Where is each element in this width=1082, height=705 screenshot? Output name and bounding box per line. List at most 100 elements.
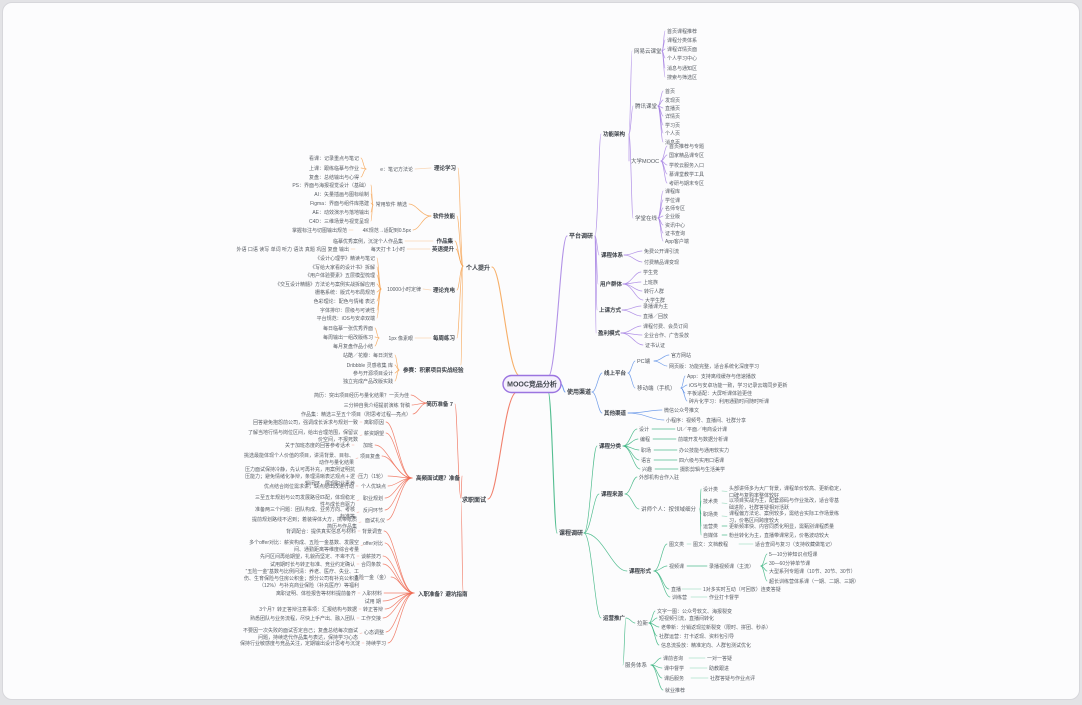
mindmap-node[interactable]: 谈薪技巧 <box>361 553 381 560</box>
mindmap-node[interactable]: 个人学习中心 <box>667 55 697 62</box>
mindmap-node[interactable]: 学习页 <box>665 122 680 129</box>
mindmap-node[interactable]: 《交互设计精髓》方法论与案例实战拆解应用 <box>275 281 375 288</box>
mindmap-node[interactable]: 课程偏方法论、案例较多，需结合实际工作场景练习，价格区间跨度较大 <box>729 510 839 524</box>
mindmap-node[interactable]: 学位课 <box>665 197 680 204</box>
mindmap-node[interactable]: 理论学习 <box>434 164 456 172</box>
mindmap-node[interactable]: 每月复盘作品小结 <box>333 343 373 350</box>
mindmap-node[interactable]: 职场 <box>641 447 651 454</box>
mindmap-node[interactable]: 国家精品课专区 <box>669 152 704 159</box>
mindmap-node[interactable]: 训练营 <box>672 594 687 601</box>
mindmap-node[interactable]: “五险一金”基数与比例问清：养老、医疗、失业、工伤、生育保险与住房公积金；部分公… <box>244 568 359 589</box>
mindmap-node[interactable]: 入职准备？避坑指南 <box>417 590 468 598</box>
mindmap-node[interactable]: 信息流投放：精准定向、人群包测试优化 <box>661 642 751 649</box>
mindmap-node[interactable]: 3个月？转正答辩注意事项：汇报结构与数据 <box>259 606 357 613</box>
mindmap-node[interactable]: 入职材料 <box>362 590 382 597</box>
mindmap-node[interactable]: 关于加班态度的回答参考话术 <box>285 442 350 449</box>
mindmap-node[interactable]: 大学生群 <box>645 297 665 304</box>
mindmap-node[interactable]: 简历准备 7 <box>426 400 453 408</box>
mindmap-node[interactable]: 直播 <box>671 586 681 593</box>
mindmap-node[interactable]: 职业规划 <box>363 495 383 502</box>
mindmap-node[interactable]: 运营类 <box>703 523 718 530</box>
mindmap-node[interactable]: 面试礼仪 <box>365 517 385 524</box>
mindmap-node[interactable]: 首页推荐与专题 <box>669 143 704 150</box>
mindmap-node[interactable]: 平板适配：大屏听课体验更佳 <box>687 390 752 397</box>
mindmap-node[interactable]: 课中督学 <box>664 665 684 672</box>
mindmap-node[interactable]: 慕课堂教学工具 <box>669 171 704 178</box>
mindmap-node[interactable]: 详情页 <box>665 113 680 120</box>
mindmap-node[interactable]: 栅格系统：版式与布局规范 <box>315 289 375 296</box>
mindmap-node[interactable]: 离职证明、体检报告等材料提前备齐 <box>276 590 356 597</box>
mindmap-node[interactable]: 视频课 <box>669 563 684 570</box>
mindmap-node[interactable]: 课程形式 <box>629 567 652 575</box>
mindmap-node[interactable]: UI／平面／电商设计课 <box>677 426 727 433</box>
mindmap-node[interactable]: 1对多实时互动（可回放）连麦答疑 <box>703 586 781 593</box>
mindmap-node[interactable]: 项目复盘 <box>360 453 380 460</box>
branch-label-self-growth[interactable]: 个人提升 <box>465 264 490 272</box>
mindmap-node[interactable]: 课程详情页面 <box>667 46 697 53</box>
mindmap-node[interactable]: 作品集 <box>436 237 453 245</box>
mindmap-node[interactable]: 消息与通知区 <box>667 65 697 72</box>
mindmap-node[interactable]: 薪资期望 <box>364 430 384 437</box>
mindmap-node[interactable]: 免费公开课引流 <box>644 248 679 255</box>
mindmap-node[interactable]: 转行人群 <box>644 288 664 295</box>
mindmap-node[interactable]: 简历：突出项目经历与量化结果？一页为佳 <box>314 392 409 399</box>
mindmap-node[interactable]: 《用户体验要素》五层模型梳理 <box>305 272 375 279</box>
mindmap-node[interactable]: 先问区间再给期望，礼貌而坚定、不卑不亢 <box>260 553 355 560</box>
mindmap-node[interactable]: 色彩理论：配色与情绪 表达 <box>314 298 375 305</box>
mindmap-node[interactable]: e：笔记方法论 <box>380 166 413 173</box>
mindmap-node[interactable]: 老带新：分销返现拉新裂变（限时、拼团、秒杀） <box>661 624 771 631</box>
mindmap-node[interactable]: 用户群体 <box>599 280 623 288</box>
mindmap-node[interactable]: 复盘：总结输出与心得 <box>309 174 359 181</box>
mindmap-node[interactable]: 反问环节 <box>363 507 383 514</box>
mindmap-node[interactable]: 移动端（手机） <box>637 384 676 392</box>
mindmap-node[interactable]: 办公技能与通用软实力 <box>679 447 729 454</box>
mindmap-node[interactable]: 首页课程推荐 <box>667 28 697 35</box>
mindmap-node[interactable]: 课程库 <box>665 188 680 195</box>
mindmap-node[interactable]: 四六级与实用口语课 <box>679 457 724 464</box>
mindmap-node[interactable]: 超长训练营体系课（一期、二期、三期） <box>769 578 859 585</box>
mindmap-node[interactable]: 语言 <box>641 457 651 464</box>
mindmap-node[interactable]: 服务体系 <box>625 661 648 669</box>
mindmap-node[interactable]: 网易云课堂 <box>634 47 662 55</box>
mindmap-node[interactable]: 挑选最能体现个人价值的项目，讲清背景、目标、动作与量化结果 <box>244 452 354 466</box>
mindmap-node[interactable]: 压力面试保持冷静，先认可再补充，用案例证明抗压能力；避免情绪化争辩，条理清晰表达… <box>245 466 355 487</box>
mindmap-node[interactable]: 首页 <box>665 88 675 95</box>
mindmap-node[interactable]: 优点结合岗位需求讲，缺点给出改进行动 <box>264 483 354 490</box>
mindmap-node[interactable]: 职场类 <box>703 511 718 518</box>
mindmap-node[interactable]: 编程 <box>640 436 650 443</box>
mindmap-node[interactable]: 字体排印：层级与可读性 <box>320 307 375 314</box>
mindmap-node[interactable]: 5—10分钟知识点短课 <box>769 551 817 558</box>
mindmap-node[interactable]: 准备两三个问题：团队构成、业务方向、考核标准等 <box>255 506 355 520</box>
mindmap-node[interactable]: 课程付费、会员订阅 <box>643 323 688 330</box>
mindmap-node[interactable]: 三分钟自我介绍提前演练 背稿 <box>344 402 410 409</box>
mindmap-node[interactable]: 常用软件 精选 <box>376 201 407 208</box>
mindmap-node[interactable]: 软件技能 <box>433 212 456 220</box>
mindmap-node[interactable]: 背景调查 <box>362 528 382 535</box>
mindmap-node[interactable]: 网页版：功能完整，适合系统化深度学习 <box>669 363 759 370</box>
mindmap-node[interactable]: 设计类 <box>703 486 718 493</box>
mindmap-node[interactable]: 独立完成产品改版实践 <box>343 378 393 385</box>
mindmap-node[interactable]: 证书认证 <box>645 342 665 349</box>
mindmap-node[interactable]: 直播／回放 <box>643 313 668 320</box>
mindmap-node[interactable]: 以项目实战为主，配套源码与作业批改，适合零基础进阶，社群答疑相对活跃 <box>729 497 839 511</box>
mindmap-node[interactable]: 站酷／花瓣：每日浏览 <box>343 352 393 359</box>
mindmap-node[interactable]: offer对比 <box>363 540 383 547</box>
mindmap-node[interactable]: 每日临摹一张优秀界面 <box>323 325 373 332</box>
mindmap-node[interactable]: 搜索与筛选区 <box>667 74 697 81</box>
mindmap-node[interactable]: 背调配合：提供真实信息与材料 <box>286 528 356 535</box>
mindmap-node[interactable]: 图文：文档教程 <box>693 541 728 548</box>
mindmap-node[interactable]: 学生党 <box>643 269 658 276</box>
mindmap-node[interactable]: 课后服务 <box>664 675 684 682</box>
mindmap-node[interactable]: 《设计心理学》精读与笔记 <box>315 255 375 262</box>
mindmap-node[interactable]: 课程分类体系 <box>667 37 697 44</box>
mindmap-node[interactable]: 拉新 <box>637 619 649 627</box>
mindmap-node[interactable]: AI：矢量插画与图标绘制 <box>314 191 369 198</box>
mindmap-node[interactable]: 英语提升 <box>432 245 455 253</box>
mindmap-node[interactable]: 合同条款 <box>361 561 381 568</box>
mindmap-node[interactable]: 1px 像素眼 <box>389 335 413 342</box>
mindmap-node[interactable]: 《写给大家看的设计书》拆解 <box>310 264 375 271</box>
mindmap-node[interactable]: 适合查阅与复习（支持收藏做笔记） <box>755 541 835 548</box>
mindmap-node[interactable]: PC端 <box>637 357 651 365</box>
branch-label-channels[interactable]: 使用渠道 <box>566 388 591 396</box>
branch-label-courses[interactable]: 课程调研 <box>559 529 583 537</box>
